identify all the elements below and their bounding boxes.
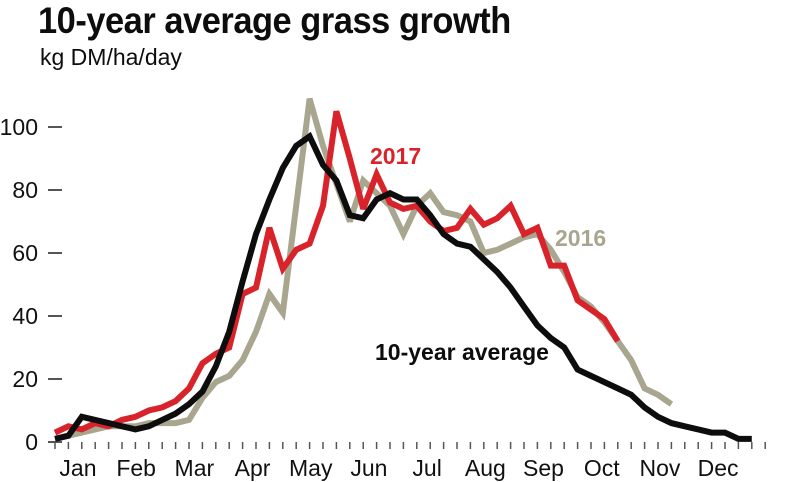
x-tick-label: Sep	[523, 455, 564, 481]
y-tick-label: 60	[12, 240, 38, 266]
x-tick-label: Aug	[465, 455, 506, 481]
series-line-10-year-average	[54, 131, 752, 442]
y-tick-label: 20	[12, 366, 38, 392]
x-tick-label: Nov	[639, 455, 680, 481]
x-tick-label: Mar	[175, 455, 215, 481]
chart-subtitle: kg DM/ha/day	[40, 44, 182, 70]
series-label-10-year-average: 10-year average	[375, 339, 549, 365]
y-tick-label: 0	[25, 429, 38, 455]
y-axis: 0 20 40 60 80 100	[0, 114, 62, 455]
y-tick-label: 100	[0, 114, 38, 140]
y-tick-label: 80	[12, 177, 38, 203]
x-tick-label: Oct	[584, 455, 620, 481]
chart-title: 10-year average grass growth	[38, 0, 511, 41]
x-axis: Jan Feb Mar Apr May Jun Jul Aug Sep Oct Nov Dec	[48, 441, 766, 481]
x-tick-label: Jul	[412, 455, 441, 481]
series-line-2016	[54, 97, 674, 442]
series-label-2016: 2016	[555, 225, 606, 251]
series-label-2017: 2017	[370, 143, 421, 169]
series-lines	[53, 97, 752, 442]
x-tick-label: Jun	[350, 455, 387, 481]
y-tick-label: 40	[12, 303, 38, 329]
x-tick-label: Dec	[698, 455, 739, 481]
x-tick-label: Feb	[116, 455, 156, 481]
x-tick-label: Apr	[235, 455, 271, 481]
series-line-2017	[53, 110, 621, 436]
x-tick-label: May	[289, 455, 333, 481]
x-tick-label: Jan	[59, 455, 96, 481]
